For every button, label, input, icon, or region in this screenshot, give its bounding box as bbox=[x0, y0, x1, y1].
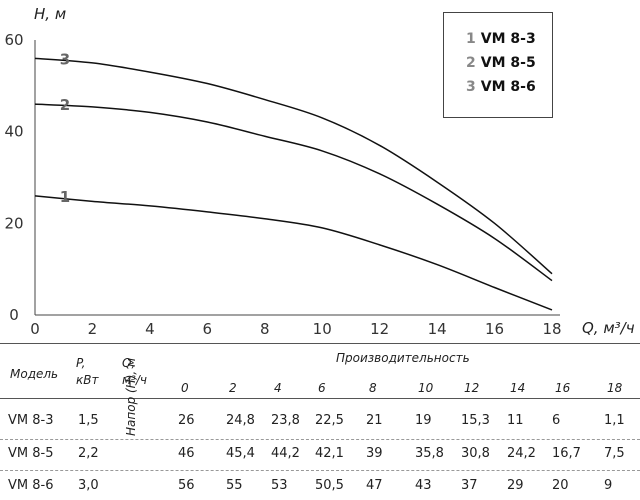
cell-head: 43 bbox=[415, 478, 432, 493]
curve-number-label: 3 bbox=[60, 50, 70, 68]
curves bbox=[34, 57, 553, 311]
cell-head: 7,5 bbox=[604, 446, 625, 461]
cell-head: 11 bbox=[507, 413, 524, 428]
x-tick-label: 14 bbox=[428, 320, 447, 338]
curve-number-label: 2 bbox=[60, 96, 70, 114]
table-top-rule bbox=[0, 343, 640, 344]
x-tick-label: 0 bbox=[30, 320, 40, 338]
header-model: Модель bbox=[10, 367, 59, 381]
flow-value: 6 bbox=[318, 381, 326, 395]
x-tick-label: 2 bbox=[88, 320, 98, 338]
x-tick-label: 4 bbox=[145, 320, 155, 338]
cell-head: 44,2 bbox=[271, 446, 300, 461]
row-divider bbox=[0, 439, 640, 440]
x-tick-label: 10 bbox=[313, 320, 332, 338]
y-tick-labels: 0 20 40 60 bbox=[4, 31, 23, 324]
legend-item: 3 VM 8-6 bbox=[466, 75, 552, 99]
flow-value: 0 bbox=[181, 381, 189, 395]
legend-number: 1 bbox=[466, 31, 476, 47]
series-line bbox=[34, 195, 553, 311]
y-tick-label: 20 bbox=[4, 214, 23, 232]
y-tick-label: 60 bbox=[4, 31, 23, 49]
cell-head: 50,5 bbox=[315, 478, 344, 493]
row-divider bbox=[0, 470, 640, 471]
legend-label: VM 8-3 bbox=[480, 31, 536, 47]
series-line bbox=[34, 103, 553, 282]
flow-value: 4 bbox=[274, 381, 282, 395]
x-tick-label: 12 bbox=[370, 320, 389, 338]
flow-value: 12 bbox=[464, 381, 480, 395]
cell-head: 26 bbox=[178, 413, 195, 428]
x-tick-label: 18 bbox=[542, 320, 561, 338]
flow-value: 18 bbox=[607, 381, 623, 395]
cell-head: 24,8 bbox=[226, 413, 255, 428]
cell-head: 16,7 bbox=[552, 446, 581, 461]
cell-head: 30,8 bbox=[461, 446, 490, 461]
x-tick-label: 8 bbox=[260, 320, 270, 338]
legend-item: 2 VM 8-5 bbox=[466, 51, 552, 75]
cell-head: 53 bbox=[271, 478, 288, 493]
cell-head: 56 bbox=[178, 478, 195, 493]
flow-value: 16 bbox=[555, 381, 571, 395]
header-power-unit: кВт bbox=[76, 373, 99, 387]
header-group: Производительность bbox=[336, 351, 470, 365]
curve-labels: 1 2 3 bbox=[60, 50, 70, 206]
cell-model: VM 8-6 bbox=[8, 478, 54, 493]
legend: 1 VM 8-3 2 VM 8-5 3 VM 8-6 bbox=[443, 12, 553, 118]
cell-model: VM 8-5 bbox=[8, 446, 54, 461]
cell-head: 1,1 bbox=[604, 413, 625, 428]
flow-value: 2 bbox=[229, 381, 237, 395]
y-tick-label: 40 bbox=[4, 123, 23, 141]
spec-table: Модель P, кВт Q, м³/ч Производительность… bbox=[0, 343, 640, 500]
legend-item: 1 VM 8-3 bbox=[466, 27, 552, 51]
flow-value: 10 bbox=[418, 381, 434, 395]
cell-power: 3,0 bbox=[78, 478, 99, 493]
cell-head: 42,1 bbox=[315, 446, 344, 461]
header-rule bbox=[0, 398, 640, 399]
legend-label: VM 8-5 bbox=[480, 55, 536, 71]
header-flow: Q, bbox=[122, 356, 136, 370]
cell-head: 6 bbox=[552, 413, 561, 428]
cell-head: 22,5 bbox=[315, 413, 344, 428]
cell-head: 37 bbox=[461, 478, 478, 493]
cell-model: VM 8-3 bbox=[8, 413, 54, 428]
cell-head: 21 bbox=[366, 413, 383, 428]
x-tick-label: 6 bbox=[203, 320, 213, 338]
cell-head: 15,3 bbox=[461, 413, 490, 428]
cell-head: 29 bbox=[507, 478, 524, 493]
y-axis-label: H, м bbox=[34, 5, 66, 23]
legend-number: 2 bbox=[466, 55, 476, 71]
cell-head: 19 bbox=[415, 413, 432, 428]
x-tick-labels: 0 2 4 6 8 10 12 14 16 18 bbox=[30, 320, 561, 338]
cell-head: 9 bbox=[604, 478, 613, 493]
y-tick-label: 0 bbox=[9, 306, 19, 324]
cell-head: 45,4 bbox=[226, 446, 255, 461]
series-line bbox=[34, 57, 553, 275]
cell-head: 24,2 bbox=[507, 446, 536, 461]
flow-value: 8 bbox=[369, 381, 377, 395]
x-tick-label: 16 bbox=[485, 320, 504, 338]
cell-head: 55 bbox=[226, 478, 243, 493]
x-axis-label: Q, м³/ч bbox=[582, 319, 635, 337]
cell-head: 23,8 bbox=[271, 413, 300, 428]
curve-number-label: 1 bbox=[60, 188, 70, 206]
cell-head: 39 bbox=[366, 446, 383, 461]
header-power: P, bbox=[76, 356, 86, 370]
legend-number: 3 bbox=[466, 79, 476, 95]
cell-power: 2,2 bbox=[78, 446, 99, 461]
header-flow-unit: м³/ч bbox=[122, 373, 147, 387]
cell-head: 20 bbox=[552, 478, 569, 493]
cell-head: 47 bbox=[366, 478, 383, 493]
cell-power: 1,5 bbox=[78, 413, 99, 428]
head-label: Напор (H), м bbox=[124, 357, 138, 436]
legend-label: VM 8-6 bbox=[480, 79, 536, 95]
cell-head: 35,8 bbox=[415, 446, 444, 461]
cell-head: 46 bbox=[178, 446, 195, 461]
flow-value: 14 bbox=[510, 381, 526, 395]
